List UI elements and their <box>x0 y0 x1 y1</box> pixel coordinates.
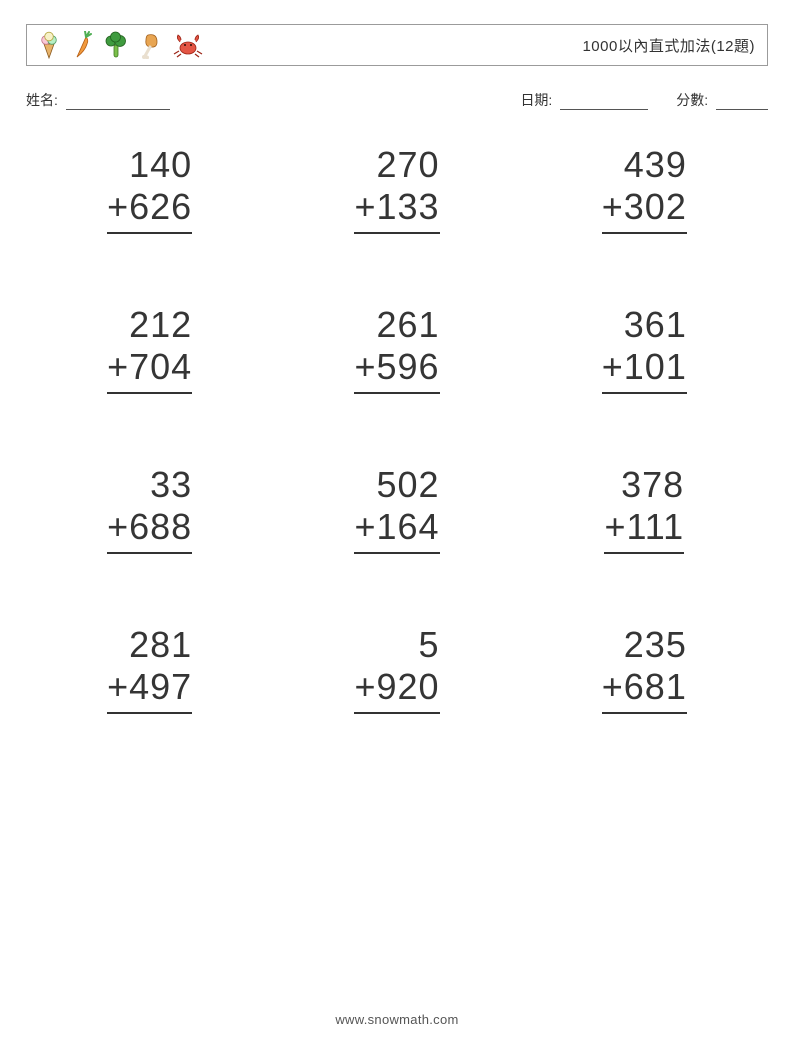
problem-column: 378+111 <box>604 464 684 554</box>
addend-bottom: +596 <box>354 346 439 393</box>
worksheet-title: 1000以內直式加法(12題) <box>582 35 755 56</box>
problem-column: 140+626 <box>107 144 192 234</box>
addend-top: 378 <box>621 464 684 506</box>
addend-top: 270 <box>376 144 439 186</box>
problems-grid: 140+626270+133439+302212+704261+596361+1… <box>26 144 768 714</box>
addend-top: 502 <box>376 464 439 506</box>
carrot-icon <box>71 31 93 59</box>
date-line[interactable] <box>560 95 648 110</box>
addend-bottom: +688 <box>107 506 192 553</box>
addend-top: 235 <box>624 624 687 666</box>
title-bar: 1000以內直式加法(12題) <box>26 24 768 66</box>
problem-11: 5+920 <box>293 624 500 714</box>
score-field: 分數: <box>676 90 768 110</box>
addend-top: 140 <box>129 144 192 186</box>
addend-bottom: +626 <box>107 186 192 233</box>
crab-icon <box>173 32 203 58</box>
date-label: 日期: <box>520 92 552 108</box>
addend-top: 361 <box>624 304 687 346</box>
addend-top: 33 <box>150 464 192 506</box>
problem-10: 281+497 <box>46 624 253 714</box>
date-field: 日期: <box>520 90 648 110</box>
meta-row: 姓名: 日期: 分數: <box>26 90 768 110</box>
icon-row <box>37 31 203 59</box>
problem-9: 378+111 <box>541 464 748 554</box>
addend-bottom: +681 <box>602 666 687 713</box>
problem-column: 33+688 <box>107 464 192 554</box>
broccoli-icon <box>103 31 129 59</box>
problem-column: 5+920 <box>354 624 439 714</box>
addend-top: 439 <box>624 144 687 186</box>
problem-column: 439+302 <box>602 144 687 234</box>
addend-bottom: +164 <box>354 506 439 553</box>
worksheet-page: 1000以內直式加法(12題) 姓名: 日期: 分數: 140+626270+1… <box>0 0 794 1053</box>
problem-5: 261+596 <box>293 304 500 394</box>
problem-8: 502+164 <box>293 464 500 554</box>
addend-bottom: +133 <box>354 186 439 233</box>
name-field: 姓名: <box>26 90 520 110</box>
problem-12: 235+681 <box>541 624 748 714</box>
addend-top: 5 <box>419 624 440 666</box>
addend-bottom: +920 <box>354 666 439 713</box>
problem-column: 261+596 <box>354 304 439 394</box>
addend-bottom: +704 <box>107 346 192 393</box>
problem-column: 502+164 <box>354 464 439 554</box>
addend-top: 261 <box>376 304 439 346</box>
addend-bottom: +497 <box>107 666 192 713</box>
problem-column: 235+681 <box>602 624 687 714</box>
addend-bottom: +111 <box>604 506 684 553</box>
ice-cream-icon <box>37 31 61 59</box>
name-line[interactable] <box>66 95 170 110</box>
score-line[interactable] <box>716 95 768 110</box>
footer-url: www.snowmath.com <box>0 1012 794 1027</box>
problem-column: 270+133 <box>354 144 439 234</box>
score-label: 分數: <box>676 92 708 108</box>
problem-4: 212+704 <box>46 304 253 394</box>
problem-6: 361+101 <box>541 304 748 394</box>
problem-2: 270+133 <box>293 144 500 234</box>
addend-bottom: +101 <box>602 346 687 393</box>
problem-1: 140+626 <box>46 144 253 234</box>
problem-column: 361+101 <box>602 304 687 394</box>
chicken-leg-icon <box>139 31 163 59</box>
problem-column: 212+704 <box>107 304 192 394</box>
problem-column: 281+497 <box>107 624 192 714</box>
problem-7: 33+688 <box>46 464 253 554</box>
problem-3: 439+302 <box>541 144 748 234</box>
addend-bottom: +302 <box>602 186 687 233</box>
addend-top: 212 <box>129 304 192 346</box>
name-label: 姓名: <box>26 92 58 108</box>
addend-top: 281 <box>129 624 192 666</box>
